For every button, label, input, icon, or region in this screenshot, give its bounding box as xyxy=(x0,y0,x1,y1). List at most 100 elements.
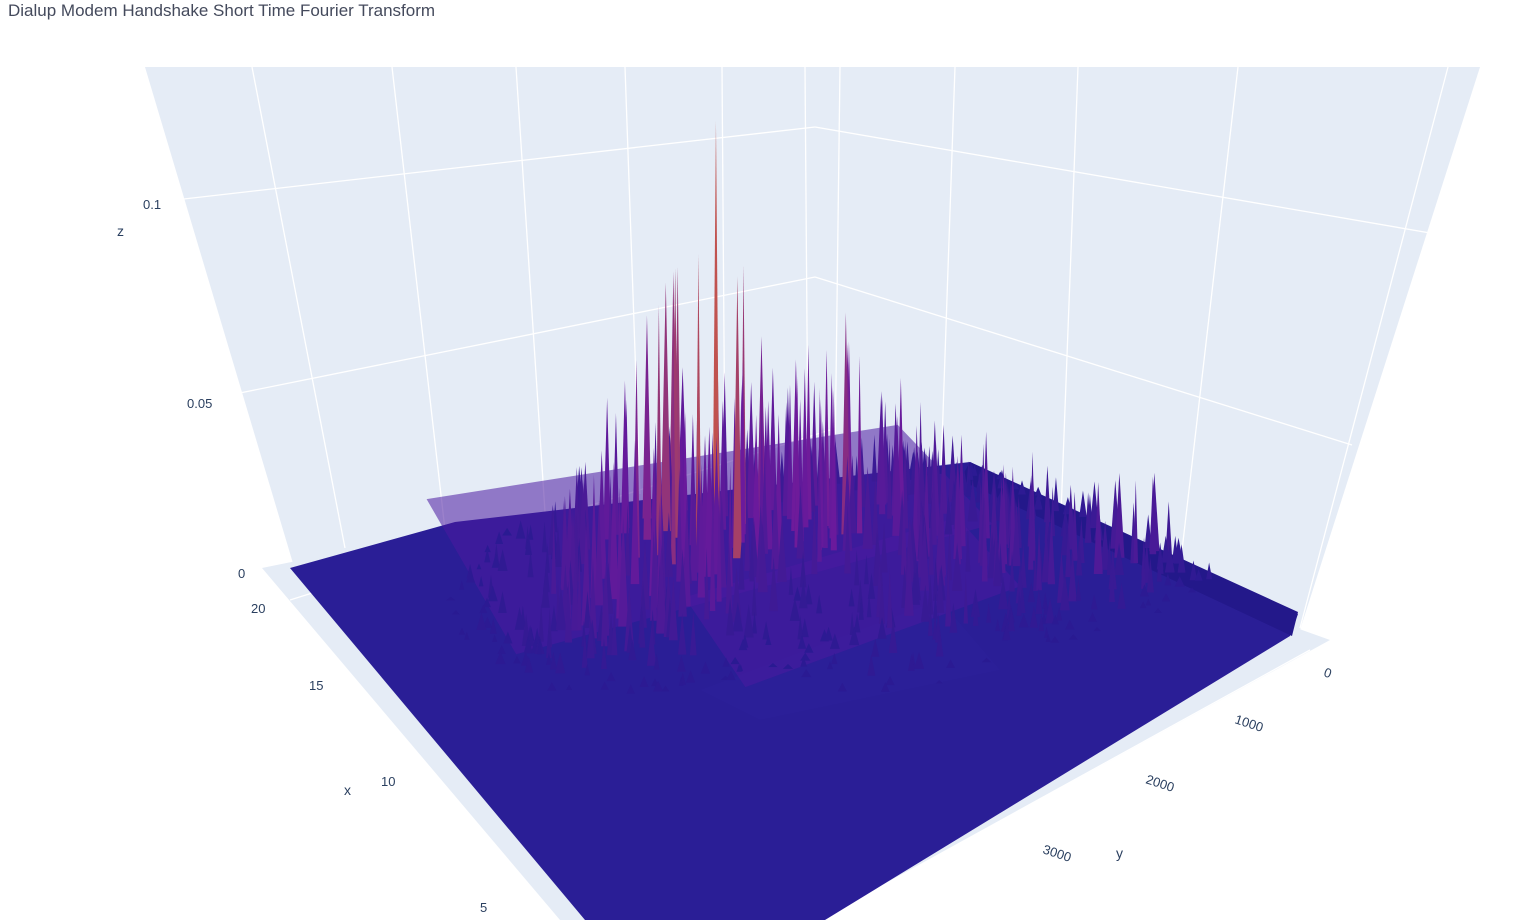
surface-spike xyxy=(886,567,893,629)
surface-spikes xyxy=(426,121,1213,694)
x-gridlines xyxy=(251,66,809,549)
surface-spike xyxy=(1003,621,1011,641)
surface-spike xyxy=(872,475,879,545)
surface-spike xyxy=(928,601,933,636)
surface-spike xyxy=(995,618,1001,632)
surface-spike xyxy=(1043,598,1049,615)
surface-spike xyxy=(844,505,851,574)
surface-spike xyxy=(1146,557,1154,593)
surface-spike xyxy=(1018,613,1029,628)
surface-spike xyxy=(1033,548,1038,591)
surface-spike xyxy=(1161,593,1171,602)
chart-title: Dialup Modem Handshake Short Time Fourie… xyxy=(8,1,436,20)
surface-spike xyxy=(686,670,696,683)
surface-spike xyxy=(743,604,754,638)
surface-spike xyxy=(564,580,573,643)
surface-spike xyxy=(1206,562,1213,580)
surface-spike xyxy=(965,526,971,572)
surface-spike xyxy=(502,527,512,536)
surface-spike xyxy=(1051,614,1059,625)
surface-spike xyxy=(771,468,780,570)
surface-spike xyxy=(744,493,750,571)
surface-spike xyxy=(541,521,548,553)
surface-spike xyxy=(1016,590,1022,616)
surface-spike xyxy=(484,548,491,563)
surface-spike xyxy=(722,657,730,667)
surface-spike xyxy=(1189,560,1198,581)
surface-spike xyxy=(905,516,915,583)
surface-spike xyxy=(515,520,526,539)
surface-spike xyxy=(668,577,678,641)
surface-spike xyxy=(849,611,855,635)
surface-inner-shade xyxy=(700,600,1000,720)
surface-spike xyxy=(1090,594,1098,610)
surface-spike xyxy=(524,534,532,556)
surface-spike xyxy=(689,612,697,656)
surface-spike xyxy=(789,597,801,621)
surface-spike xyxy=(503,631,513,644)
surface-spike xyxy=(804,583,813,605)
surface-spike xyxy=(712,121,720,539)
surface-spike xyxy=(757,521,768,593)
surface-spike xyxy=(837,682,847,692)
surface-spike xyxy=(600,681,609,690)
surface-spike xyxy=(997,476,1006,574)
surface-spike xyxy=(1114,542,1125,576)
surface-spike xyxy=(570,553,580,631)
surface-spike xyxy=(817,440,822,562)
surface-spike xyxy=(900,490,907,575)
surface-spike xyxy=(945,566,952,627)
surface-spike xyxy=(1079,490,1087,517)
surface-spike xyxy=(904,543,914,616)
surface-spike xyxy=(546,652,552,665)
surface-spike xyxy=(1106,538,1112,575)
surface-spike xyxy=(831,652,838,665)
surface-spike xyxy=(877,617,887,639)
surface-spike xyxy=(949,602,958,633)
surface-spike xyxy=(965,475,973,497)
surface-spike xyxy=(732,602,744,632)
x-axis-label: x xyxy=(344,782,351,798)
surface-spike xyxy=(550,605,558,632)
surface-spike xyxy=(489,618,497,634)
surface-spike xyxy=(527,524,534,540)
surface-spike xyxy=(848,588,855,607)
surface-spike xyxy=(1027,582,1035,603)
surface-spike xyxy=(1149,476,1157,555)
surface-spike xyxy=(445,596,456,601)
x-tick-label: 10 xyxy=(381,774,395,789)
surface-spike xyxy=(586,616,595,659)
surface-spike xyxy=(603,397,612,540)
surface-spike xyxy=(497,549,508,572)
surface-spike xyxy=(677,612,687,655)
surface-spike xyxy=(1117,582,1126,609)
surface-spike xyxy=(555,587,567,631)
surface-spike xyxy=(464,631,470,640)
surface-spike xyxy=(829,633,840,649)
surface-spike xyxy=(1047,512,1056,585)
surface-spike xyxy=(1145,598,1152,606)
surface-spike xyxy=(738,541,745,590)
surface-spike xyxy=(566,684,573,690)
surface-spike xyxy=(1177,544,1186,573)
surface-spike xyxy=(488,585,498,602)
surface-spike xyxy=(1143,540,1151,583)
surface-spike xyxy=(709,491,716,612)
surface-spike xyxy=(1060,509,1071,537)
surface-spike xyxy=(538,603,544,642)
surface-spike xyxy=(920,584,930,622)
z-tick-label: 0 xyxy=(238,566,245,581)
surface-spike xyxy=(1194,569,1203,581)
surface-spike xyxy=(751,611,758,634)
surface-spike xyxy=(914,651,925,669)
surface-spike xyxy=(601,638,607,669)
surface-spike xyxy=(537,639,542,655)
surface-spike xyxy=(1164,544,1175,573)
surface-spike xyxy=(618,516,629,627)
surface-spike xyxy=(483,597,491,608)
surface-spike xyxy=(824,626,833,641)
surface-spike xyxy=(880,522,888,573)
surface-spike xyxy=(624,503,631,576)
surface-spike xyxy=(871,638,880,657)
